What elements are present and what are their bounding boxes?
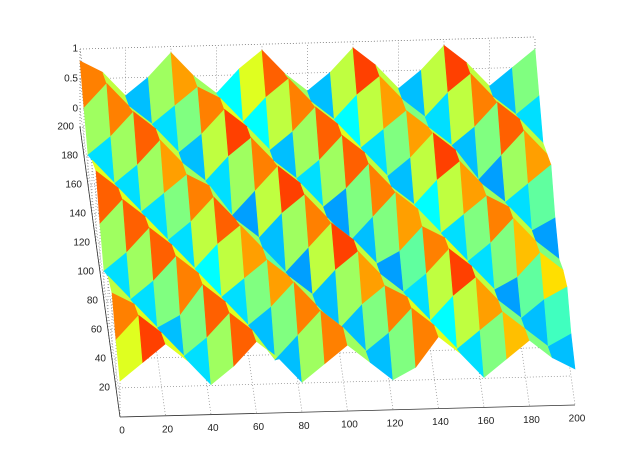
y-tick-label: 160 [65, 180, 82, 191]
y-tick-label: 140 [69, 209, 86, 220]
grid-line [79, 108, 121, 400]
y-tick-label: 20 [99, 383, 111, 394]
box-edge [79, 36, 536, 50]
y-tick-label: 200 [57, 122, 74, 133]
x-axis [119, 404, 576, 418]
grid-line [79, 36, 536, 50]
x-tick-label: 0 [119, 426, 125, 437]
y-tick-label: 100 [77, 267, 94, 278]
x-tick-label: 20 [162, 424, 174, 435]
x-tick-label: 120 [387, 418, 404, 429]
y-tick-label: 60 [91, 325, 103, 336]
x-tick-label: 200 [569, 414, 586, 425]
grid-line [115, 375, 572, 389]
y-axis [79, 126, 121, 418]
x-tick-label: 100 [341, 420, 358, 431]
y-tick-label: 40 [95, 354, 107, 365]
y-tick-label: 180 [61, 151, 78, 162]
tick-labels: 0 20 40 60 80 100 120 140 160 180 2002040608010012… [57, 44, 585, 437]
x-tick-label: 160 [478, 416, 495, 427]
surface-patch [547, 333, 576, 370]
x-tick-label: 180 [523, 415, 540, 426]
y-tick-label: 80 [87, 296, 99, 307]
x-tick-label: 40 [207, 423, 219, 434]
z-tick-label: 0 [72, 104, 78, 115]
y-tick-label: 120 [73, 238, 90, 249]
z-tick-label: 1 [72, 44, 78, 55]
x-tick-label: 140 [432, 417, 449, 428]
x-tick-label: 60 [253, 422, 265, 433]
z-tick-label: 0.5 [64, 74, 78, 85]
x-tick-label: 80 [298, 421, 310, 432]
surface [79, 44, 576, 386]
